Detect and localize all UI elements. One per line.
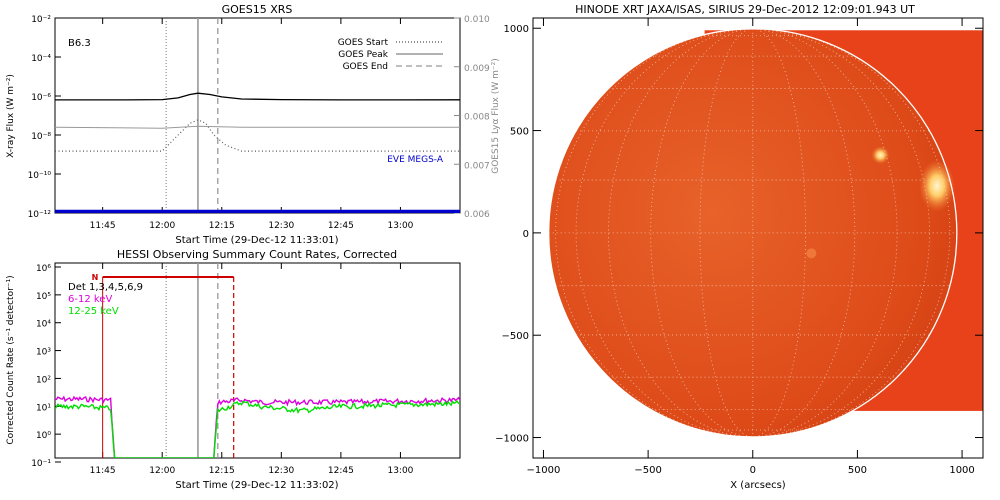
hessi-x-axis-label: Start Time (29-Dec-12 11:33:02) [175,480,338,491]
goes-right-tick-label: 0.007 [464,161,490,171]
goes-x-tick-label: 13:00 [387,221,413,231]
goes-y-axis-label: X-ray Flux (W m⁻²) [6,74,16,158]
goes-series-short [55,119,460,152]
xrt-bright-point [806,248,817,259]
goes-title: GOES15 XRS [222,3,293,16]
goes-class-label: B6.3 [68,38,91,49]
goes-axis-ticks [55,17,460,214]
goes-right-tick-label: 0.010 [464,15,490,25]
goes-right-tick-labels: 0.010 0.009 0.008 0.007 0.006 [464,15,490,220]
hessi-y-tick-label: 10⁻¹ [31,459,51,469]
xrt-y-tick-labels: 1000 500 0 −500 −1000 [495,24,529,444]
goes-x-tick-label: 12:00 [149,221,175,231]
xrt-y-tick-label: −1000 [495,434,529,445]
hessi-y-axis-label: Corrected Count Rate (s⁻¹ detector⁻¹) [6,275,16,444]
goes-x-tick-label: 12:15 [209,221,235,231]
hessi-x-tick-label: 13:00 [387,466,413,476]
xrt-x-tick-label: −1000 [527,465,561,476]
hessi-det-label: Det 1,3,4,5,6,9 [68,282,143,293]
hessi-x-tick-label: 12:45 [328,466,354,476]
hessi-plot-frame [54,262,461,459]
hessi-y-tick-label: 10⁴ [36,320,51,330]
goes-right-tick-label: 0.006 [464,210,490,220]
goes-legend-label: GOES Start [338,38,389,48]
goes-left-tick-label: 10⁻⁴ [31,54,51,64]
goes-series-group [55,92,460,213]
xrt-y-tick-label: 0 [523,229,529,240]
xrt-x-tick-label: −500 [634,465,661,476]
hessi-x-tick-label: 11:45 [90,466,116,476]
xrt-solar-limb [548,28,958,438]
xrt-x-tick-label: 1000 [949,465,974,476]
hessi-series-6-12-kev [55,395,460,458]
goes-left-tick-label: 10⁻¹² [28,210,52,220]
goes-x-tick-label: 12:45 [328,221,354,231]
goes-legend-label: GOES End [343,62,388,72]
xrt-x-tick-label: 500 [848,465,867,476]
xrt-longitude-line [608,28,753,438]
xrt-active-region-limb [918,159,955,212]
hessi-panel: HESSI Observing Summary Count Rates, Cor… [6,248,461,491]
hessi-y-tick-label: 10⁵ [36,292,51,302]
hessi-x-tick-label: 12:00 [149,466,175,476]
xrt-solar-image [548,28,983,438]
goes-left-tick-label: 10⁻¹⁰ [28,171,52,181]
hessi-legend-12-25: 12-25 keV [68,306,119,317]
goes-y2-axis-label: GOES15 Lyα Flux (W m⁻²) [491,58,501,174]
goes-legend: GOES Start GOES Peak GOES End [338,38,443,72]
xrt-plot-frame [532,17,984,459]
hessi-x-tick-label: 12:15 [209,466,235,476]
goes-x-axis-label: Start Time (29-Dec-12 11:33:01) [175,235,338,246]
goes-left-tick-labels: 10⁻² 10⁻⁴ 10⁻⁶ 10⁻⁸ 10⁻¹⁰ 10⁻¹² [28,15,52,220]
goes-right-tick-label: 0.009 [464,64,490,74]
hessi-y-tick-label: 10² [36,375,51,385]
goes-right-tick-label: 0.008 [464,113,490,123]
xrt-longitude-line [752,28,930,438]
xrt-active-region-small [871,146,890,165]
hessi-series-12-25-kev [55,400,460,458]
goes-series-lya [55,125,460,129]
xrt-y-tick-label: −500 [502,331,529,342]
xrt-panel: HINODE XRT JAXA/ISAS, SIRIUS 29-Dec-2012… [495,3,984,491]
xrt-x-tick-labels: −1000 −500 0 500 1000 [527,465,975,476]
goes-legend-label: GOES Peak [338,50,388,60]
goes-panel: GOES15 XRS 10⁻² 10⁻⁴ 10⁻⁶ 10⁻⁸ 10⁻¹⁰ 10⁻¹² 0.… [6,3,501,246]
xrt-longitude-line [576,28,753,438]
hessi-x-tick-label: 12:30 [268,466,294,476]
hessi-night-label: N [92,273,99,282]
hessi-legend-6-12: 6-12 keV [68,294,112,305]
hessi-y-tick-label: 10³ [36,348,51,358]
goes-left-tick-label: 10⁻⁶ [31,93,51,103]
xrt-longitude-line [752,28,898,438]
xrt-axis-ticks [533,18,983,458]
hessi-y-tick-label: 10⁰ [36,431,51,441]
goes-left-tick-label: 10⁻⁸ [31,132,51,142]
hessi-x-tick-labels: 11:45 12:00 12:15 12:30 12:45 13:00 [90,466,414,476]
hessi-y-tick-labels: 10⁶ 10⁵ 10⁴ 10³ 10² 10¹ 10⁰ 10⁻¹ [31,264,51,469]
hessi-y-tick-label: 10¹ [36,403,51,413]
xrt-x-tick-label: 0 [750,465,756,476]
eve-megs-a-label: EVE MEGS-A [387,155,444,165]
goes-x-tick-labels: 11:45 12:00 12:15 12:30 12:45 13:00 [90,221,414,231]
xrt-title: HINODE XRT JAXA/ISAS, SIRIUS 29-Dec-2012… [575,3,915,16]
goes-left-tick-label: 10⁻² [31,15,51,25]
xrt-y-tick-label: 500 [510,127,529,138]
goes-event-markers [165,18,219,213]
hessi-series-group [55,395,460,458]
xrt-y-tick-label: 1000 [504,24,529,35]
goes-x-tick-label: 12:30 [268,221,294,231]
xrt-x-axis-label: X (arcsecs) [730,480,786,491]
goes-x-tick-label: 11:45 [90,221,116,231]
hessi-y-tick-label: 10⁶ [36,264,51,274]
hessi-event-markers [102,263,235,458]
goes-plot-frame [54,17,461,214]
hessi-title: HESSI Observing Summary Count Rates, Cor… [117,248,397,261]
goes-series-long [55,92,460,101]
